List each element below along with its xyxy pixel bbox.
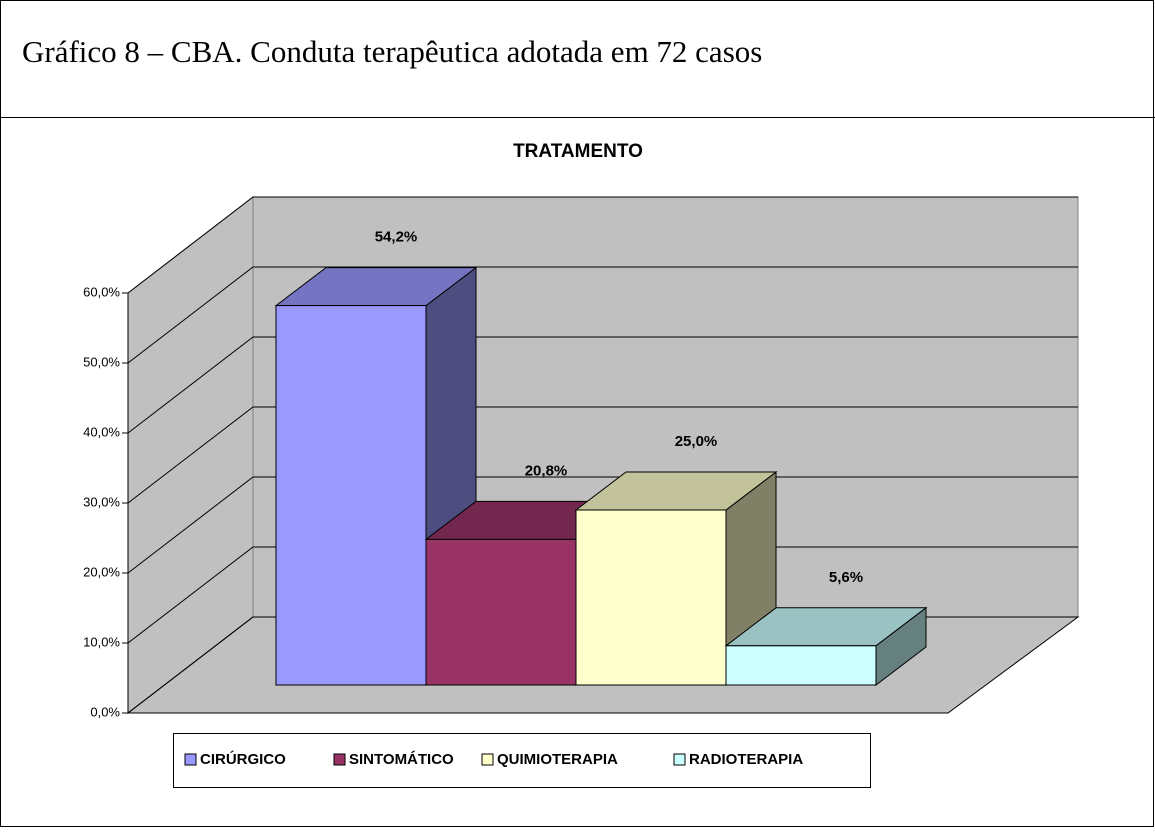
legend-swatch xyxy=(481,753,494,766)
value-label: 54,2% xyxy=(375,229,418,246)
legend-label: RADIOTERAPIA xyxy=(689,751,803,768)
bar xyxy=(725,645,877,686)
value-label: 5,6% xyxy=(829,569,863,586)
y-tick-label: 10,0% xyxy=(83,634,120,649)
y-tick-label: 40,0% xyxy=(83,424,120,439)
y-tick-label: 50,0% xyxy=(83,354,120,369)
legend-swatch xyxy=(333,753,346,766)
bar xyxy=(575,509,727,686)
legend-label: SINTOMÁTICO xyxy=(349,751,454,768)
bar xyxy=(275,305,427,686)
value-label: 20,8% xyxy=(525,462,568,479)
grid-line xyxy=(127,196,1078,294)
y-tick-label: 0,0% xyxy=(90,704,120,719)
grid-line xyxy=(127,336,1078,434)
legend xyxy=(173,733,871,788)
y-tick-label: 60,0% xyxy=(83,284,120,299)
grid-line xyxy=(127,406,1078,504)
grid-line xyxy=(127,546,1078,644)
grid-line xyxy=(127,476,1078,574)
caption: Gráfico 8 – CBA. Conduta terapêutica ado… xyxy=(22,34,762,69)
bar xyxy=(425,538,577,686)
y-tick-label: 20,0% xyxy=(83,564,120,579)
legend-label: CIRÚRGICO xyxy=(200,750,286,768)
chart-title: TRATAMENTO xyxy=(513,141,643,162)
legend-swatch xyxy=(184,753,197,766)
y-tick-label: 30,0% xyxy=(83,494,120,509)
value-label: 25,0% xyxy=(675,433,718,450)
legend-swatch xyxy=(673,753,686,766)
grid-line xyxy=(127,266,1078,364)
legend-label: QUIMIOTERAPIA xyxy=(497,751,618,768)
